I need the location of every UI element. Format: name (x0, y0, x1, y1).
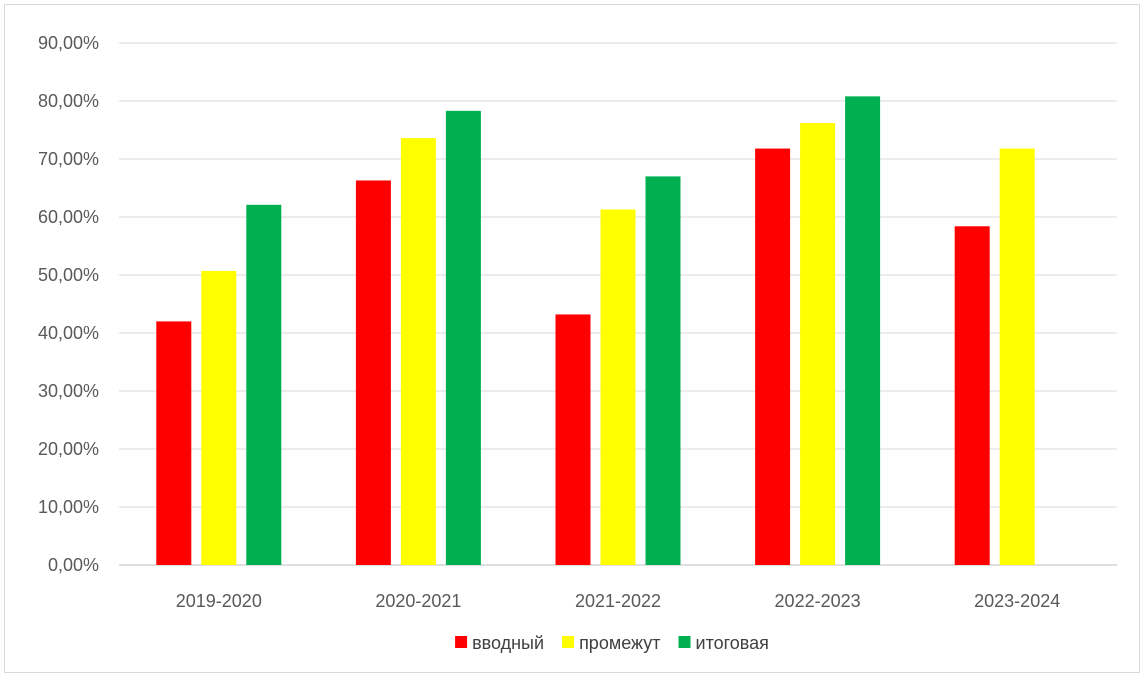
bar-2022-2023-итоговая (845, 96, 881, 566)
y-tick-label: 30,00% (38, 381, 99, 401)
gridlines (119, 42, 1117, 566)
legend-item: промежут (562, 633, 661, 653)
y-tick-label: 90,00% (38, 33, 99, 53)
bar-2019-2020-вводный (156, 321, 192, 565)
y-tick-label: 80,00% (38, 91, 99, 111)
legend-swatch (455, 636, 468, 648)
x-tick-label: 2022-2023 (775, 591, 861, 611)
y-tick-label: 20,00% (38, 439, 99, 459)
y-tick-label: 40,00% (38, 323, 99, 343)
y-tick-label: 50,00% (38, 265, 99, 285)
y-tick-label: 60,00% (38, 207, 99, 227)
bar-2020-2021-итоговая (445, 110, 481, 566)
y-tick-label: 0,00% (48, 555, 99, 575)
legend-label: промежут (579, 633, 660, 653)
legend-item: итоговая (678, 633, 769, 653)
bar-2020-2021-промежут (400, 138, 436, 565)
x-axis-tick-labels: 2019-2020 2020-2021 2021-2022 2022-2023 2023… (176, 591, 1060, 611)
bar-2022-2023-вводный (755, 148, 791, 565)
y-axis-tick-labels: 0,00% 10,00% 20,00% 30,00% 40,00% 50,00% 60,00… (38, 33, 99, 575)
x-tick-label: 2023-2024 (974, 591, 1060, 611)
bar-2020-2021-вводный (355, 180, 391, 565)
bar-2023-2024-промежут (999, 148, 1035, 565)
legend-label: итоговая (696, 633, 769, 653)
bar-2019-2020-промежут (201, 270, 237, 565)
bar-2022-2023-промежут (800, 123, 836, 565)
legend-swatch (678, 636, 691, 648)
y-tick-label: 10,00% (38, 497, 99, 517)
legend: вводный промежут итоговая (455, 633, 769, 653)
x-tick-label: 2021-2022 (575, 591, 661, 611)
y-tick-label: 70,00% (38, 149, 99, 169)
x-tick-label: 2020-2021 (375, 591, 461, 611)
bar-2021-2022-вводный (555, 314, 591, 565)
bars (156, 96, 1035, 566)
legend-label: вводный (472, 633, 544, 653)
legend-swatch (562, 636, 575, 648)
bar-2019-2020-итоговая (246, 204, 282, 565)
bar-2021-2022-промежут (600, 209, 636, 565)
legend-item: вводный (455, 633, 544, 653)
bar-2023-2024-вводный (954, 226, 990, 565)
x-tick-label: 2019-2020 (176, 591, 262, 611)
bar-2021-2022-итоговая (645, 176, 681, 565)
